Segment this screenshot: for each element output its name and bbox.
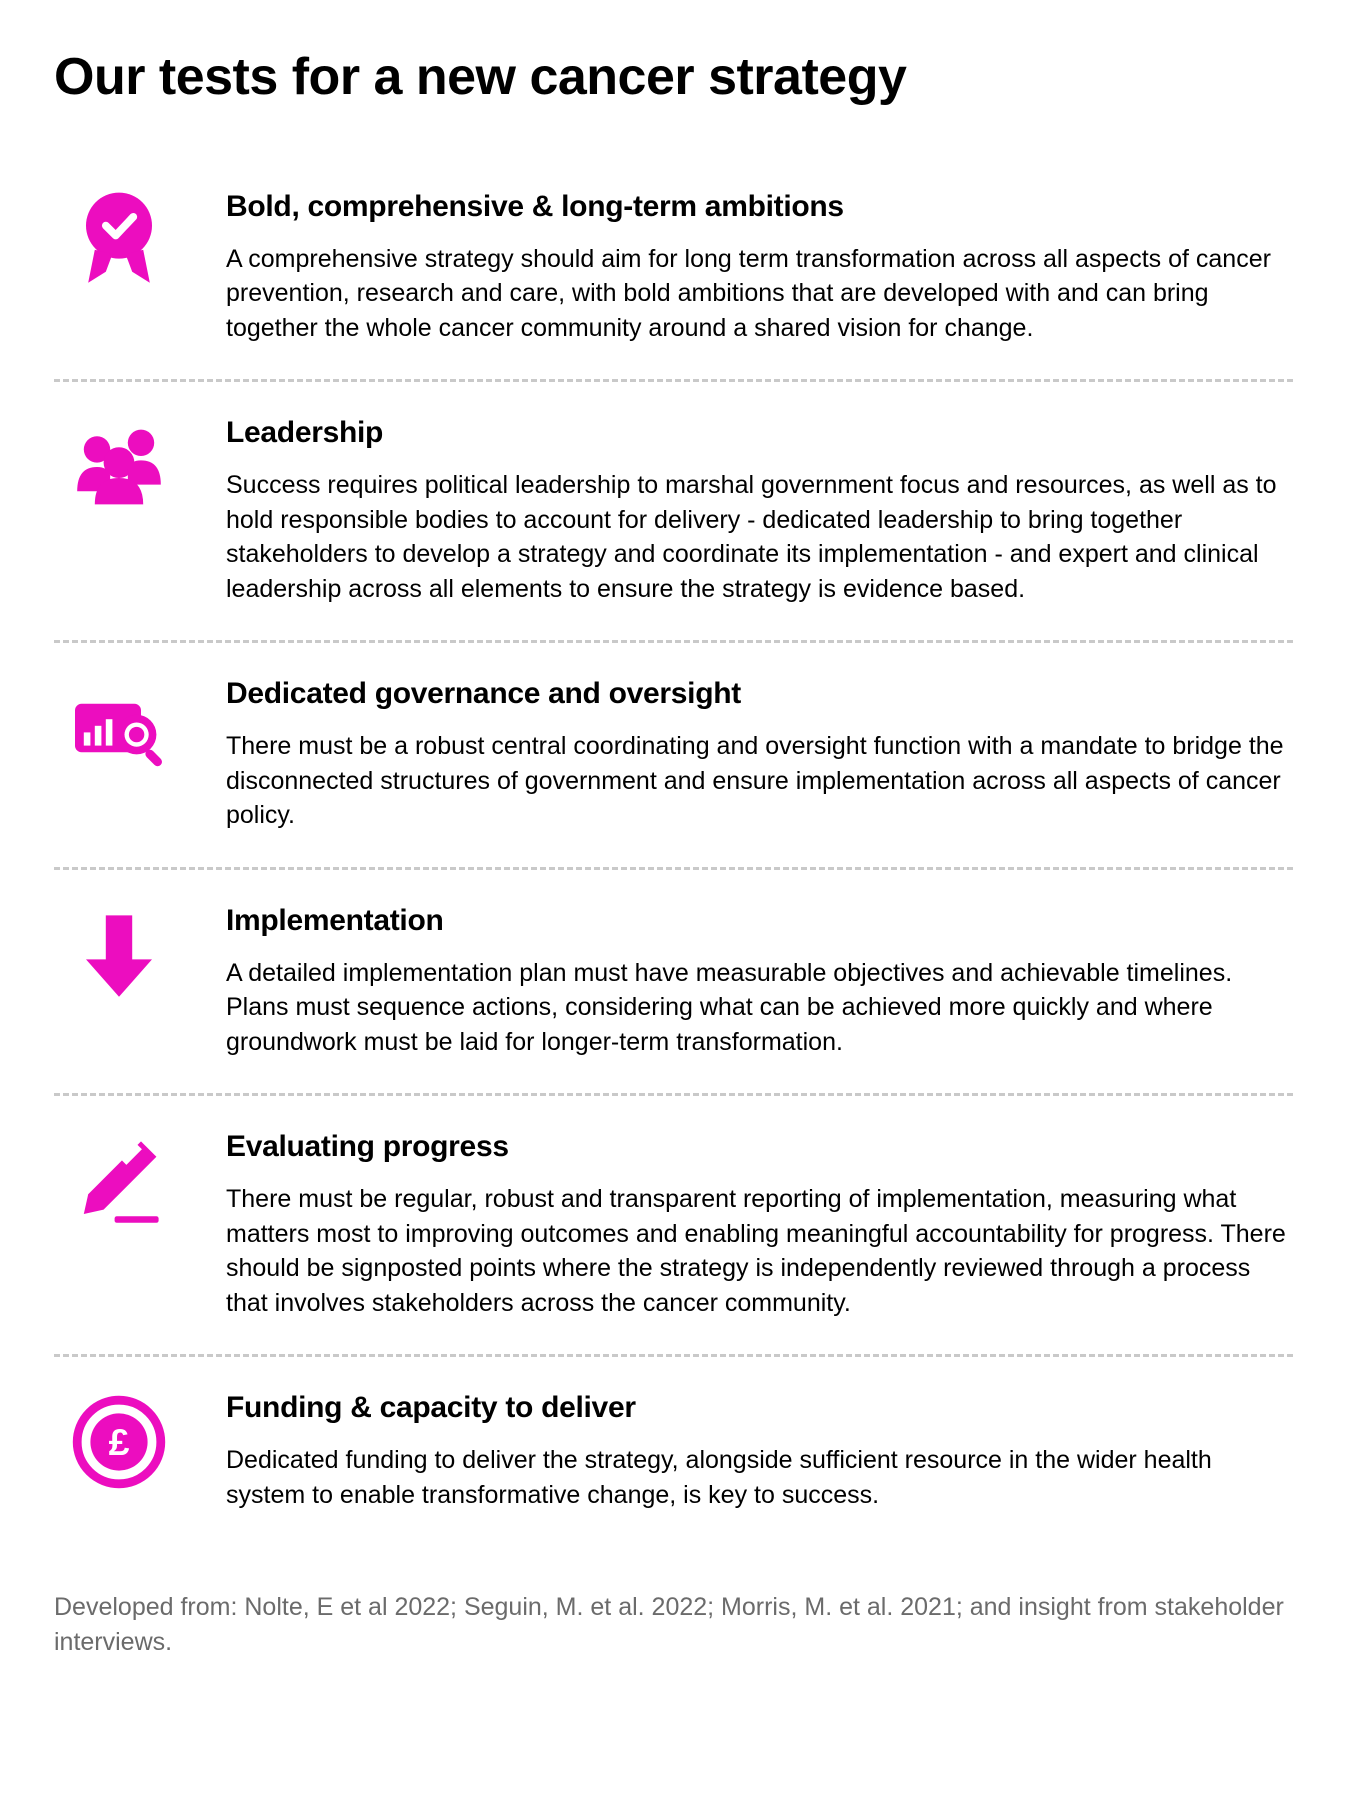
people-group-icon — [54, 412, 184, 522]
section-heading: Dedicated governance and oversight — [226, 677, 1293, 711]
section-body: There must be a robust central coordinat… — [226, 729, 1293, 833]
section-body: Success requires political leadership to… — [226, 468, 1293, 606]
award-check-icon — [54, 186, 184, 296]
divider — [54, 640, 1293, 643]
section-funding: £ Funding & capacity to deliver Dedicate… — [54, 1381, 1293, 1538]
footnote: Developed from: Nolte, E et al 2022; Seg… — [54, 1590, 1293, 1659]
section-leadership: Leadership Success requires political le… — [54, 406, 1293, 632]
section-governance: Dedicated governance and oversight There… — [54, 667, 1293, 859]
section-heading: Implementation — [226, 904, 1293, 938]
pencil-icon — [54, 1126, 184, 1236]
divider — [54, 1354, 1293, 1357]
section-implementation: Implementation A detailed implementation… — [54, 894, 1293, 1086]
section-body: There must be regular, robust and transp… — [226, 1182, 1293, 1320]
section-body: A comprehensive strategy should aim for … — [226, 242, 1293, 346]
chart-magnify-icon — [54, 673, 184, 783]
section-evaluating: Evaluating progress There must be regula… — [54, 1120, 1293, 1346]
section-ambitions: Bold, comprehensive & long-term ambition… — [54, 180, 1293, 372]
section-heading: Funding & capacity to deliver — [226, 1391, 1293, 1425]
divider — [54, 867, 1293, 870]
page-title: Our tests for a new cancer strategy — [54, 48, 1293, 108]
section-heading: Leadership — [226, 416, 1293, 450]
section-heading: Bold, comprehensive & long-term ambition… — [226, 190, 1293, 224]
svg-text:£: £ — [109, 1421, 130, 1463]
arrow-down-icon — [54, 900, 184, 1010]
divider — [54, 1093, 1293, 1096]
section-heading: Evaluating progress — [226, 1130, 1293, 1164]
divider — [54, 379, 1293, 382]
section-body: A detailed implementation plan must have… — [226, 956, 1293, 1060]
pound-coin-icon: £ — [54, 1387, 184, 1497]
section-body: Dedicated funding to deliver the strateg… — [226, 1443, 1293, 1512]
